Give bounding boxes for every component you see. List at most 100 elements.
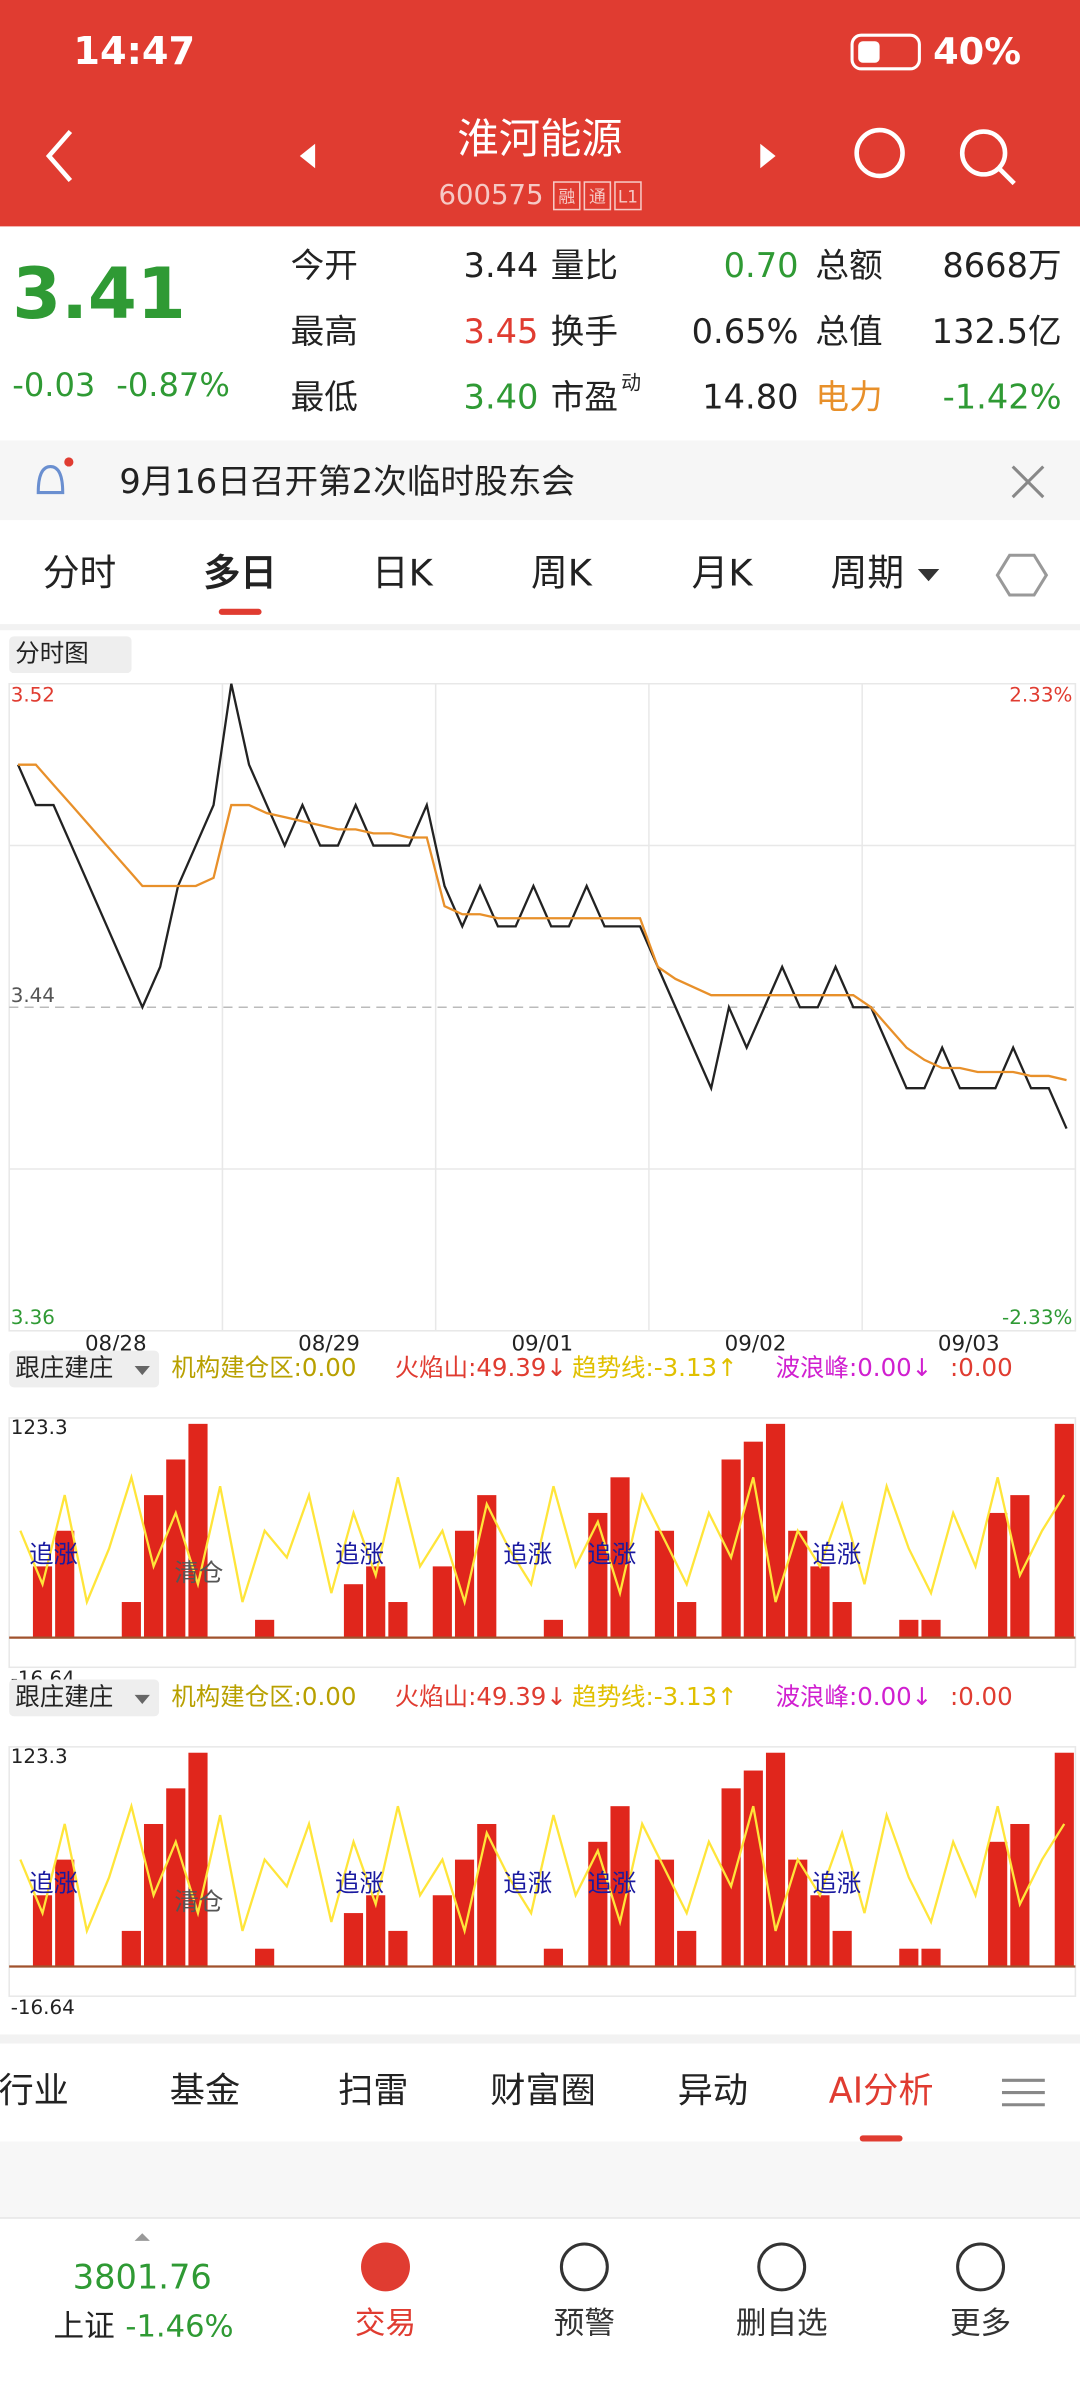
pct-top: 2.33% — [1009, 683, 1072, 706]
y-tick-label: 123.3 — [11, 1416, 68, 1439]
flame-bar — [588, 1512, 608, 1638]
chart-selector-text: 分时图 — [15, 639, 88, 668]
nav-label[interactable]: 交易 — [355, 2307, 416, 2342]
y-tick-label: 3.44 — [11, 984, 55, 1007]
tab[interactable]: 月K — [692, 552, 754, 595]
flame-bar — [677, 1930, 697, 1967]
trend-line — [19, 1801, 1066, 1936]
stock-name: 淮河能源 — [457, 115, 622, 163]
flame-bar — [188, 1423, 208, 1638]
signal-label: 追涨 — [587, 1869, 636, 1898]
bottom-tab[interactable]: 行业 — [0, 2071, 69, 2112]
tag-box — [553, 181, 581, 211]
nav-icon — [559, 2242, 609, 2292]
field-value: 3.45 — [464, 312, 539, 351]
chart-selector[interactable] — [9, 636, 132, 674]
field-label-sup: 动 — [621, 371, 641, 394]
signal-label: 追涨 — [503, 1869, 552, 1898]
flame-bar — [1054, 1752, 1074, 1967]
back-button[interactable] — [45, 130, 73, 183]
flame-bar — [543, 1619, 563, 1638]
y-tick-label: 123.3 — [11, 1745, 68, 1768]
tag-box — [614, 181, 642, 211]
flame-bar — [477, 1823, 497, 1967]
notice-close[interactable] — [1011, 465, 1045, 499]
tab[interactable]: 周K — [531, 552, 593, 595]
flame-bar — [432, 1895, 452, 1967]
signal-label: 追涨 — [503, 1540, 552, 1569]
settings-icon[interactable] — [995, 553, 1049, 597]
nav-label[interactable]: 预警 — [554, 2307, 615, 2342]
divider — [0, 624, 1080, 631]
flame-bar — [743, 1441, 763, 1638]
nav-icon — [757, 2242, 807, 2292]
bottom-tabs: 行业 基金 扫雷 财富圈 异动 AI分析 — [0, 2071, 1045, 2142]
field-label: 总值 — [815, 312, 882, 351]
expand-arrow[interactable] — [134, 2233, 150, 2241]
time: 14:47 — [73, 30, 195, 74]
flame-bar — [832, 1602, 852, 1638]
flame-bar — [810, 1895, 830, 1967]
indicator-selector-text: 跟庄建庄 — [15, 1682, 113, 1711]
flame-bar — [765, 1423, 786, 1638]
search-button[interactable] — [959, 129, 1008, 177]
blank-area — [0, 2141, 1080, 2218]
search-handle — [997, 166, 1016, 186]
last-price: 3.41 — [12, 253, 186, 335]
battery-text: 40% — [933, 30, 1021, 73]
date-label: 09/02 — [725, 1332, 787, 1357]
tab[interactable]: 日K — [372, 552, 434, 595]
bottom-nav: 交易 预警 删自选 更多 — [355, 2242, 1011, 2342]
notice-dot — [64, 457, 74, 467]
notice-bar[interactable] — [0, 440, 1080, 521]
flame-bar — [255, 1619, 275, 1638]
nav-label[interactable]: 删自选 — [736, 2307, 828, 2342]
dropdown-arrow — [134, 1365, 150, 1376]
tab[interactable]: 周期 — [831, 552, 904, 595]
flame-bar — [432, 1566, 452, 1638]
date-label: 08/29 — [298, 1332, 360, 1357]
flame-bar — [121, 1930, 141, 1967]
field-value: 0.70 — [724, 246, 799, 285]
indicator-selector[interactable] — [9, 1350, 160, 1388]
indicator-selector[interactable] — [9, 1679, 160, 1717]
flame-bar — [166, 1459, 186, 1638]
flame-bar — [899, 1619, 919, 1638]
flame-bar — [121, 1602, 141, 1638]
assistant-icon[interactable] — [854, 127, 905, 179]
bottom-tab[interactable]: AI分析 — [829, 2071, 934, 2112]
indicator-legend: 火焰山:49.39↓ — [395, 1682, 567, 1711]
indicator-legend: 机构建仓区:0.00 — [171, 1682, 356, 1711]
indicator-panel: 跟庄建庄 机构建仓区:0.00 火焰山:49.39↓ 趋势线:-3.13↑ 波浪峰:0.… — [8, 1679, 1077, 2019]
bottom-tab[interactable]: 异动 — [678, 2071, 748, 2112]
next-stock[interactable] — [760, 143, 776, 169]
signal-label: 清仓 — [174, 1887, 223, 1916]
field-value: 3.40 — [464, 378, 539, 417]
bottom-tab[interactable]: 财富圈 — [490, 2071, 596, 2112]
flame-bar — [788, 1859, 808, 1967]
flame-bar — [721, 1788, 741, 1967]
signal-label: 清仓 — [174, 1558, 223, 1587]
nav-label[interactable]: 更多 — [950, 2307, 1011, 2342]
tab[interactable]: 分时 — [43, 552, 116, 595]
field-value: 3.44 — [464, 246, 539, 285]
flame-bar — [343, 1584, 364, 1638]
flame-bar — [610, 1806, 630, 1967]
index-name: 上证 — [54, 2310, 115, 2345]
prev-stock[interactable] — [299, 143, 316, 169]
bottom-tab[interactable]: 基金 — [170, 2071, 240, 2112]
bottom-tab[interactable]: 扫雷 — [338, 2071, 408, 2112]
tab-underline — [859, 2135, 903, 2142]
flame-bar — [654, 1530, 675, 1638]
change-pct: -0.87% — [116, 366, 230, 404]
tab[interactable]: 多日 — [203, 552, 276, 595]
field-value: 132.5亿 — [932, 312, 1062, 351]
flame-bar — [543, 1948, 563, 1967]
tag: 通 — [589, 186, 606, 206]
tag-box — [583, 181, 612, 211]
flame-bar — [743, 1770, 763, 1967]
field-label: 市盈 — [551, 378, 618, 417]
flame-bar — [1010, 1495, 1030, 1638]
